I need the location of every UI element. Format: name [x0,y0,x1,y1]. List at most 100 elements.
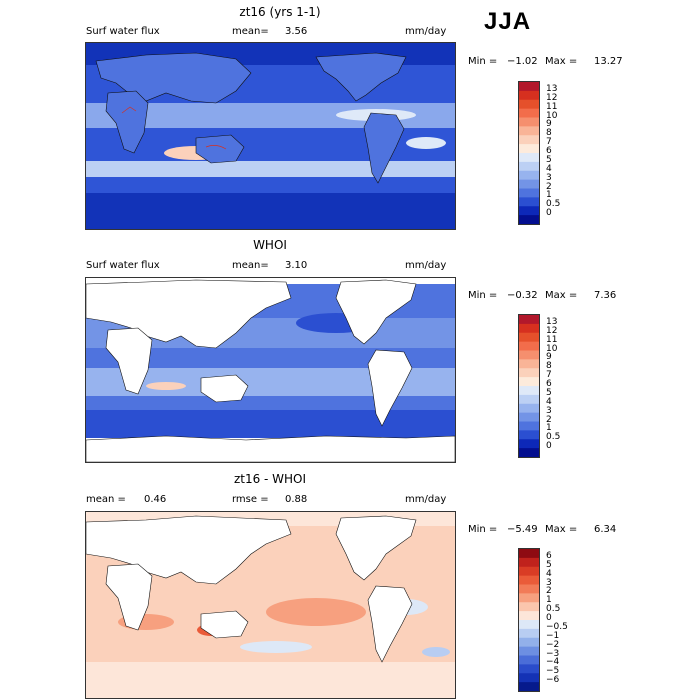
panel1-map [85,42,456,230]
colorbar-swatch [519,646,539,657]
colorbar-swatch [519,161,539,172]
colorbar-tick-label: 3 [546,577,552,588]
colorbar-swatch [519,575,539,586]
australia-outline [195,134,245,164]
panel2-units: mm/day [405,260,447,271]
colorbar-tick-label: −4 [546,657,560,668]
colorbar-tick-label: 3 [546,172,552,183]
southern-subtropic-band [86,161,455,177]
panel3-map [85,511,456,699]
panel3-colorbar [518,548,540,692]
colorbar-swatch [519,377,539,387]
colorbar-swatch [519,682,539,692]
panel3-title: zt16 - WHOI [233,472,307,486]
south-atlantic-negative [422,647,450,657]
colorbar-tick-label: 4 [546,163,552,174]
colorbar-swatch [519,368,539,378]
panel1-colorbar-svg [519,82,539,225]
australia-outline [200,374,249,403]
colorbar-tick-label: 0 [546,613,552,623]
colorbar-swatch [519,197,539,207]
north-america-outline [335,515,417,581]
panel3-map-svg [86,512,455,698]
colorbar-tick-label: 4 [546,396,552,407]
colorbar-tick-label: −2 [546,639,560,650]
colorbar-tick-label: 2 [546,586,552,597]
colorbar-tick-label: 0.5 [546,199,561,210]
colorbar-swatch [519,386,539,396]
australia-outline [200,610,249,639]
panel1-max-value: 13.27 [594,56,623,67]
colorbar-tick-label: 11 [546,101,558,112]
africa-outline [105,90,149,154]
season-label: JJA [484,8,532,35]
panel3-min-label: Min = [468,524,498,535]
colorbar-tick-label: 13 [546,316,558,327]
colorbar-swatch [519,430,539,440]
colorbar-tick-label: 9 [546,352,552,363]
colorbar-tick-label: 2 [546,414,552,425]
colorbar-swatch [519,655,539,665]
colorbar-swatch [519,439,539,449]
colorbar-swatch [519,117,539,127]
colorbar-tick-label: −0.5 [546,621,568,632]
colorbar-swatch [519,135,539,145]
colorbar-tick-label: 1 [546,595,552,606]
panel2-map-svg [86,278,455,462]
colorbar-tick-label: 2 [546,181,552,192]
colorbar-swatch [519,144,539,154]
panel2-colorbar [518,314,540,458]
colorbar-swatch [519,170,539,181]
panel1-mean-label: mean= [232,26,269,37]
indian-ocean-highlight [146,382,186,390]
colorbar-swatch [519,350,539,360]
colorbar-tick-label: 0.5 [546,432,561,443]
colorbar-swatch [519,188,539,198]
colorbar-swatch [519,315,539,325]
panel1-map-svg [86,43,455,229]
colorbar-swatch [519,593,539,603]
colorbar-swatch [519,82,539,92]
colorbar-tick-label: 10 [546,343,558,354]
panel3-colorbar-svg [519,549,539,692]
panel3-rmse-value: 0.88 [285,494,308,505]
colorbar-tick-label: 9 [546,119,552,130]
colorbar-swatch [519,403,539,414]
southern-ocean-band [86,662,455,698]
colorbar-tick-label: −1 [546,630,560,641]
south-america-outline [367,349,413,427]
colorbar-swatch [519,179,539,190]
colorbar-tick-label: 0 [546,208,552,219]
panel1-min-label: Min = [468,56,498,67]
colorbar-swatch [519,99,539,110]
panel2-max-value: 7.36 [594,290,617,301]
colorbar-swatch [519,341,539,352]
panel2-max-label: Max = [545,290,578,301]
colorbar-swatch [519,90,539,101]
colorbar-tick-label: 12 [546,92,558,103]
colorbar-swatch [519,323,539,334]
panel2-mean-label: mean= [232,260,269,271]
south-america-outline [363,112,405,184]
continents [95,52,407,184]
colorbar-tick-label: 6 [546,550,552,561]
colorbar-swatch [519,332,539,343]
colorbar-tick-label: 0 [546,441,552,452]
panel3-max-label: Max = [545,524,578,535]
colorbar-tick-label: 5 [546,559,552,570]
panel3-rmse-label: rmse = [232,494,269,505]
colorbar-swatch [519,602,539,612]
colorbar-tick-label: 13 [546,83,558,94]
colorbar-tick-label: 5 [546,154,552,165]
africa-outline [105,327,153,395]
south-pacific-negative [240,641,312,653]
panel2-variable-label: Surf water flux [86,260,160,271]
panel1-max-label: Max = [545,56,578,67]
colorbar-swatch [519,153,539,163]
colorbar-tick-label: −5 [546,666,560,677]
colorbar-swatch [519,126,539,136]
south-america-outline [367,585,413,663]
panel2-colorbar-svg [519,315,539,458]
panel1-colorbar [518,81,540,225]
panel3-mean-label: mean = [86,494,126,505]
